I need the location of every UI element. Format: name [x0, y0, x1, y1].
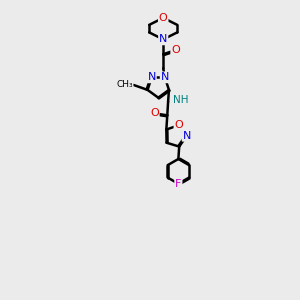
Text: CH₃: CH₃: [116, 80, 133, 88]
Text: O: O: [150, 108, 159, 118]
Text: N: N: [183, 131, 191, 141]
Text: F: F: [175, 179, 182, 189]
Text: NH: NH: [173, 95, 188, 105]
Text: O: O: [174, 120, 183, 130]
Text: N: N: [159, 34, 167, 44]
Text: O: O: [159, 13, 168, 23]
Text: N: N: [148, 72, 156, 82]
Text: O: O: [171, 45, 180, 55]
Text: N: N: [161, 72, 169, 82]
